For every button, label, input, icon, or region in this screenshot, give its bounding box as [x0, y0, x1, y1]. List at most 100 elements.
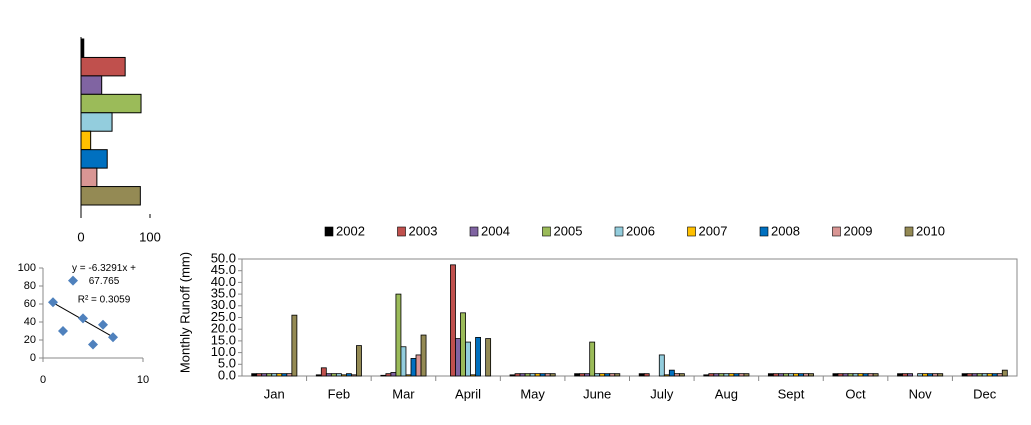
bar: [837, 373, 844, 377]
bar: [857, 373, 864, 377]
x-tick-label: July: [650, 386, 674, 401]
bar: [1001, 369, 1008, 377]
y-tick-label: 20: [24, 334, 36, 346]
bar: [256, 373, 263, 377]
bar: [549, 373, 556, 377]
bar: [927, 373, 934, 377]
bar: [460, 312, 466, 377]
bar: [251, 373, 258, 377]
bar: [872, 373, 879, 377]
bar: [852, 373, 859, 377]
bar: [793, 373, 799, 377]
legend-swatch: [832, 226, 841, 237]
bar: [803, 373, 809, 377]
bar: [996, 373, 1003, 377]
legend-label: 2004: [481, 223, 510, 238]
bar: [902, 373, 908, 377]
bar: [539, 373, 546, 377]
bar: [986, 373, 993, 377]
point: [58, 326, 68, 336]
bar: [80, 75, 103, 95]
bar: [678, 373, 685, 377]
bar: [733, 373, 740, 377]
legend-label: 2003: [409, 223, 438, 238]
bar: [80, 56, 126, 77]
legend-label: 2008: [771, 223, 800, 238]
legend-label: 2005: [554, 223, 583, 238]
bar: [534, 373, 541, 377]
bar: [485, 338, 492, 377]
legend-label: 2010: [916, 223, 945, 238]
bar: [80, 186, 141, 206]
x-tick-label: 10: [137, 374, 149, 386]
bar: [80, 112, 113, 132]
bar: [783, 373, 789, 377]
bar: [340, 374, 347, 377]
y-tick-label: 40: [24, 316, 36, 328]
bar: [320, 367, 327, 377]
bar: [80, 130, 92, 151]
bar: [385, 373, 392, 377]
bar: [346, 373, 352, 377]
bar: [420, 334, 427, 377]
bar: [281, 373, 288, 377]
x-tick-label: April: [455, 386, 481, 401]
bar: [325, 373, 332, 377]
x-tick-label: Oct: [845, 386, 866, 401]
bar: [609, 373, 616, 377]
bar: [514, 373, 521, 377]
bar: [470, 374, 476, 377]
legend-label: 2007: [699, 223, 728, 238]
bar: [842, 373, 849, 377]
bar: [604, 373, 611, 377]
r2-label: R² = 0.3059: [78, 295, 131, 306]
point: [108, 332, 118, 343]
bar: [897, 373, 903, 377]
bar: [966, 373, 973, 377]
bar: [509, 374, 516, 377]
bar: [778, 373, 784, 377]
legend-swatch: [759, 226, 769, 237]
bar: [643, 373, 650, 377]
bar: [335, 373, 342, 377]
bar: [961, 373, 968, 377]
bar: [330, 373, 337, 377]
x-tick-label: Feb: [328, 386, 350, 401]
legend-swatch: [904, 226, 914, 237]
legend-swatch: [469, 226, 479, 237]
bar: [584, 373, 591, 377]
bar: [638, 373, 645, 377]
bar: [529, 373, 536, 377]
bar: [728, 373, 735, 377]
legend-swatch: [324, 226, 334, 237]
bar: [991, 373, 998, 377]
x-tick-label: June: [583, 386, 611, 401]
y-tick-label: 0.0: [218, 367, 236, 382]
bar: [475, 336, 481, 377]
bar: [713, 373, 720, 377]
bar: [80, 93, 142, 114]
bar: [917, 373, 924, 377]
bar: [907, 373, 913, 377]
bar: [276, 373, 283, 377]
bar: [658, 354, 665, 377]
legend-label: 2009: [844, 223, 873, 238]
bar: [356, 345, 362, 377]
bar: [450, 264, 456, 377]
bar: [351, 374, 357, 377]
bar: [519, 373, 526, 377]
bar: [981, 373, 988, 377]
scatter-chart: 0 20 40 60 80 100 0 10 y = -6.3291x + 67.765 R² =…: [18, 262, 149, 386]
legend-label: 2006: [626, 223, 655, 238]
y-tick-label: 100: [18, 262, 36, 274]
x-tick-label: Aug: [715, 386, 738, 401]
bar: [410, 358, 417, 377]
x-tick-label: 0: [77, 229, 84, 244]
bar: [80, 149, 108, 169]
bar: [862, 373, 869, 377]
x-tick-label: 100: [139, 229, 161, 244]
bar: [718, 373, 725, 377]
bar: [808, 373, 814, 377]
bar: [772, 373, 779, 377]
